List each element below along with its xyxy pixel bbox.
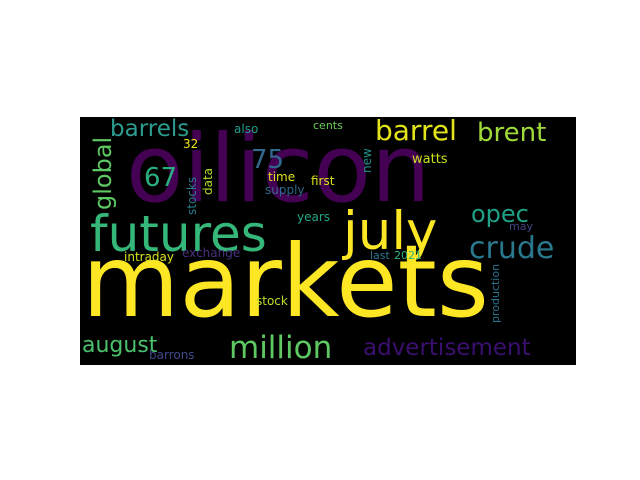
word-oilicon: oilicon (126, 117, 431, 224)
word-75: 75 (251, 145, 285, 175)
word-global: global (89, 136, 117, 210)
word-million: million (229, 330, 333, 365)
word-32: 32 (183, 137, 199, 151)
word-may: may (509, 220, 533, 233)
word-last: last (370, 249, 390, 262)
word-67: 67 (144, 163, 178, 193)
word-stocks: stocks (185, 176, 199, 215)
word-years: years (297, 210, 331, 224)
word-barrels: barrels (110, 117, 190, 142)
word-advertisement: advertisement (363, 335, 531, 361)
word-july: july (343, 201, 438, 262)
word-intraday: intraday (124, 250, 175, 264)
word-barrons: barrons (149, 348, 195, 362)
word-markets: markets (82, 223, 489, 340)
word-2021: 2021 (394, 249, 422, 262)
word-barrel: barrel (375, 117, 457, 147)
word-supply: supply (265, 183, 305, 197)
word-cents: cents (313, 119, 343, 132)
word-crude: crude (469, 231, 555, 266)
word-stock: stock (256, 294, 288, 308)
word-first: first (311, 174, 335, 188)
word-production: production (489, 263, 502, 323)
word-data: data (201, 167, 215, 195)
word-futures: futures (90, 205, 267, 263)
word-opec: opec (471, 200, 529, 228)
word-exchange: exchange (182, 246, 241, 260)
word-cloud-panel: oilicon markets futures july crude milli… (80, 117, 576, 365)
word-new: new (360, 148, 374, 173)
word-brent: brent (477, 118, 547, 148)
word-august: august (82, 333, 158, 358)
word-time: time (268, 170, 296, 184)
word-watts: watts (412, 152, 448, 167)
word-also: also (234, 122, 259, 136)
